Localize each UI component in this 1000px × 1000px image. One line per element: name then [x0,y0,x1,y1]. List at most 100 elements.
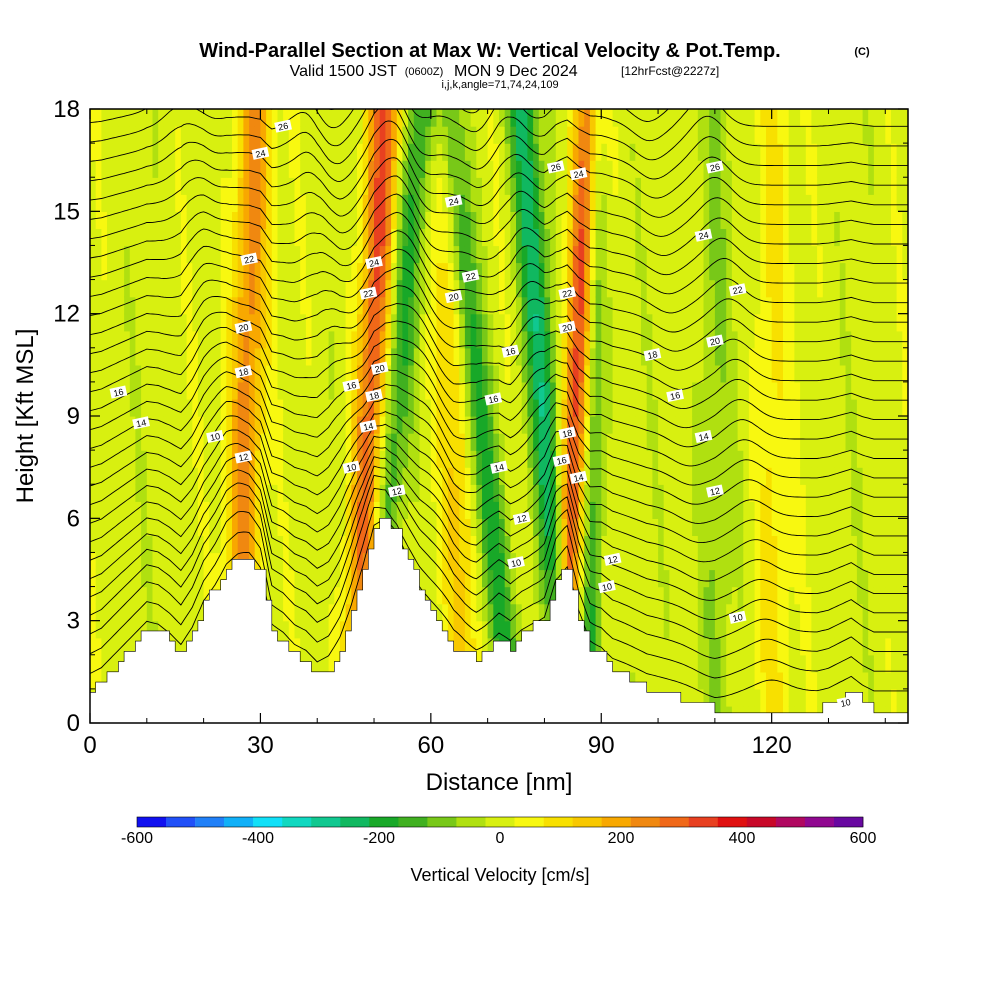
w-cell [589,433,597,451]
w-cell [357,433,364,451]
w-cell [612,535,619,554]
w-cell [493,109,500,127]
w-cell [169,450,176,468]
w-cell [192,109,199,127]
w-cell [379,433,386,451]
w-cell [163,279,171,298]
w-cell [737,262,744,281]
w-cell [442,177,449,195]
w-cell [180,160,188,178]
w-cell [294,262,301,281]
w-cell [430,398,438,417]
w-cell [788,347,795,366]
w-cell [464,296,472,315]
w-cell [595,228,602,247]
w-cell [237,518,244,536]
w-cell [374,416,381,434]
w-cell [618,450,625,468]
w-cell [152,262,159,281]
w-cell [95,313,102,332]
w-cell [703,603,710,622]
w-cell [470,279,477,298]
w-cell [788,586,795,605]
w-cell [232,535,239,554]
w-cell [129,603,137,622]
w-cell [339,313,347,332]
w-cell [646,416,653,434]
w-cell [362,296,369,315]
w-cell [862,262,869,281]
w-cell [584,177,591,195]
w-cell [141,330,148,349]
w-cell [464,109,472,127]
w-cell [544,381,551,400]
w-cell [629,518,636,536]
w-cell [652,177,659,195]
w-cell [283,262,290,281]
w-cell [555,381,563,400]
w-cell [305,484,313,502]
w-cell [839,416,847,434]
w-cell [249,535,256,554]
w-cell [788,637,795,656]
w-cell [487,501,494,519]
w-cell [680,654,688,673]
w-cell [788,126,795,144]
w-cell [322,143,330,161]
w-cell [533,313,540,332]
w-cell [470,143,477,161]
w-cell [425,586,432,605]
w-cell [567,552,574,571]
w-cell [675,279,682,298]
w-cell [180,228,188,247]
w-cell [516,381,523,400]
w-cell [322,620,330,639]
w-cell [362,177,369,195]
w-cell [362,126,369,144]
w-cell [817,484,824,502]
w-cell [203,279,210,298]
w-cell [538,364,546,383]
w-cell [601,211,608,229]
w-cell [254,279,261,298]
w-cell [544,552,551,571]
w-cell [232,347,239,366]
w-cell [464,160,472,178]
w-cell [624,501,631,519]
w-cell [567,262,574,281]
w-cell [743,279,750,298]
w-cell [499,518,506,536]
w-cell [743,194,750,212]
w-cell [737,433,744,451]
w-cell [305,211,313,229]
w-cell [379,296,386,315]
w-cell [271,603,279,622]
w-cell [652,143,659,161]
w-cell [652,518,659,536]
w-cell [288,194,296,212]
w-cell [794,416,801,434]
w-cell [805,279,813,298]
w-cell [641,194,648,212]
w-cell [726,586,733,605]
w-cell [391,313,398,332]
w-cell [635,126,642,144]
w-cell [516,518,523,536]
w-cell [839,279,847,298]
w-cell [828,160,835,178]
w-cell [192,347,199,366]
w-cell [567,194,574,212]
w-cell [862,484,869,502]
w-cell [203,552,210,571]
w-cell [675,143,682,161]
w-cell [851,245,858,264]
w-cell [669,262,676,281]
w-cell [686,518,693,536]
w-cell [800,245,807,264]
w-cell [845,126,852,144]
w-cell [720,671,727,690]
w-cell [743,569,750,588]
w-cell [266,160,273,178]
w-cell [493,467,500,485]
w-cell [618,484,625,502]
